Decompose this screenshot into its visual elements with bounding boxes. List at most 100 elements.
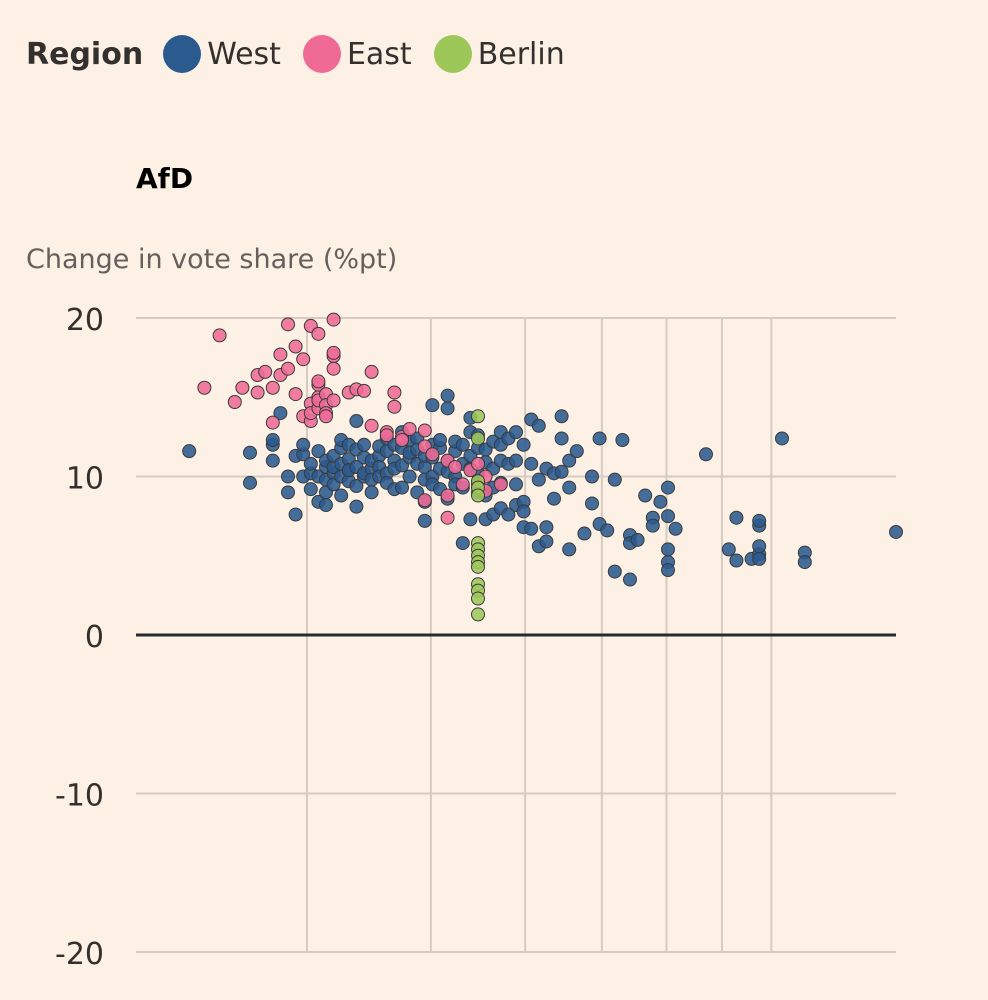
point-west	[349, 414, 364, 429]
point-east	[227, 395, 242, 410]
point-west	[433, 433, 447, 448]
point-west	[585, 496, 599, 511]
point-west	[288, 507, 303, 522]
y-tick-label: -10	[55, 779, 104, 814]
point-west	[562, 453, 577, 468]
point-east	[311, 374, 326, 389]
point-west	[562, 542, 577, 557]
point-west	[539, 534, 554, 549]
point-west	[592, 431, 607, 446]
point-east	[326, 393, 341, 408]
point-west	[661, 480, 675, 495]
point-east	[326, 345, 341, 360]
point-west	[562, 480, 577, 495]
point-west	[425, 398, 440, 413]
chart-title: AfD	[136, 162, 194, 195]
point-berlin	[471, 431, 485, 446]
point-west	[668, 521, 683, 536]
point-east	[471, 456, 485, 471]
point-west	[516, 504, 531, 519]
y-tick-label: -20	[55, 937, 104, 972]
point-west	[303, 482, 318, 497]
legend-label-east: East	[346, 36, 412, 72]
point-west	[273, 406, 288, 421]
point-west	[554, 409, 569, 424]
point-east	[402, 421, 417, 436]
point-west	[334, 488, 349, 503]
legend-item-east[interactable]: East	[302, 35, 412, 73]
legend: Region West East Berlin	[26, 30, 587, 78]
point-west	[638, 488, 653, 503]
point-east	[417, 493, 432, 508]
point-west	[524, 456, 539, 471]
point-east	[364, 418, 379, 433]
point-west	[539, 520, 554, 535]
point-east	[493, 477, 508, 492]
point-east	[387, 385, 402, 400]
point-west	[600, 523, 615, 538]
point-west	[182, 444, 197, 459]
legend-title: Region	[26, 36, 144, 72]
point-west	[319, 498, 333, 513]
point-east	[395, 433, 409, 448]
point-east	[417, 423, 432, 438]
point-west	[554, 431, 569, 446]
point-berlin	[471, 559, 485, 574]
point-west	[455, 437, 470, 452]
point-west	[440, 401, 455, 416]
legend-item-west[interactable]: West	[163, 35, 281, 73]
point-west	[455, 536, 470, 551]
point-west	[615, 433, 630, 448]
point-west	[577, 526, 592, 541]
point-west	[440, 388, 455, 403]
point-west	[607, 564, 622, 579]
point-east	[319, 409, 333, 424]
point-west	[729, 510, 744, 525]
point-east	[326, 312, 341, 327]
y-tick-label: 10	[66, 462, 104, 497]
point-east	[455, 477, 470, 492]
point-west	[775, 431, 789, 446]
point-west	[296, 437, 311, 452]
point-west	[547, 491, 561, 506]
point-west	[524, 521, 539, 536]
point-berlin	[471, 591, 485, 606]
legend-swatch-west	[163, 35, 202, 73]
point-west	[623, 572, 637, 587]
point-west	[729, 553, 744, 568]
point-west	[752, 551, 767, 566]
y-tick-labels: 20 10 0 -10 -20	[55, 303, 104, 972]
point-west	[364, 485, 379, 500]
legend-label-west: West	[207, 36, 281, 72]
point-west	[509, 477, 523, 492]
point-east	[440, 488, 455, 503]
data-points	[136, 312, 903, 637]
point-east	[387, 399, 402, 414]
legend-item-berlin[interactable]: Berlin	[433, 35, 565, 73]
point-west	[585, 469, 599, 484]
point-west	[395, 480, 409, 495]
point-east	[296, 352, 311, 367]
point-west	[797, 555, 812, 570]
point-west	[463, 512, 478, 527]
point-east	[212, 328, 227, 343]
point-east	[357, 383, 371, 398]
point-west	[645, 518, 660, 533]
point-east	[273, 347, 288, 362]
point-west	[531, 472, 546, 487]
point-east	[197, 380, 212, 395]
point-east	[281, 317, 295, 332]
legend-swatch-berlin	[433, 35, 472, 73]
point-west	[265, 433, 280, 448]
point-west	[752, 539, 767, 554]
point-west	[661, 563, 675, 578]
point-berlin	[471, 488, 485, 503]
point-west	[509, 453, 523, 468]
point-east	[281, 361, 295, 376]
point-east	[288, 387, 303, 402]
point-west	[311, 444, 326, 459]
point-west	[501, 507, 516, 522]
point-west	[653, 494, 668, 509]
point-east	[258, 364, 273, 379]
point-west	[531, 418, 546, 433]
